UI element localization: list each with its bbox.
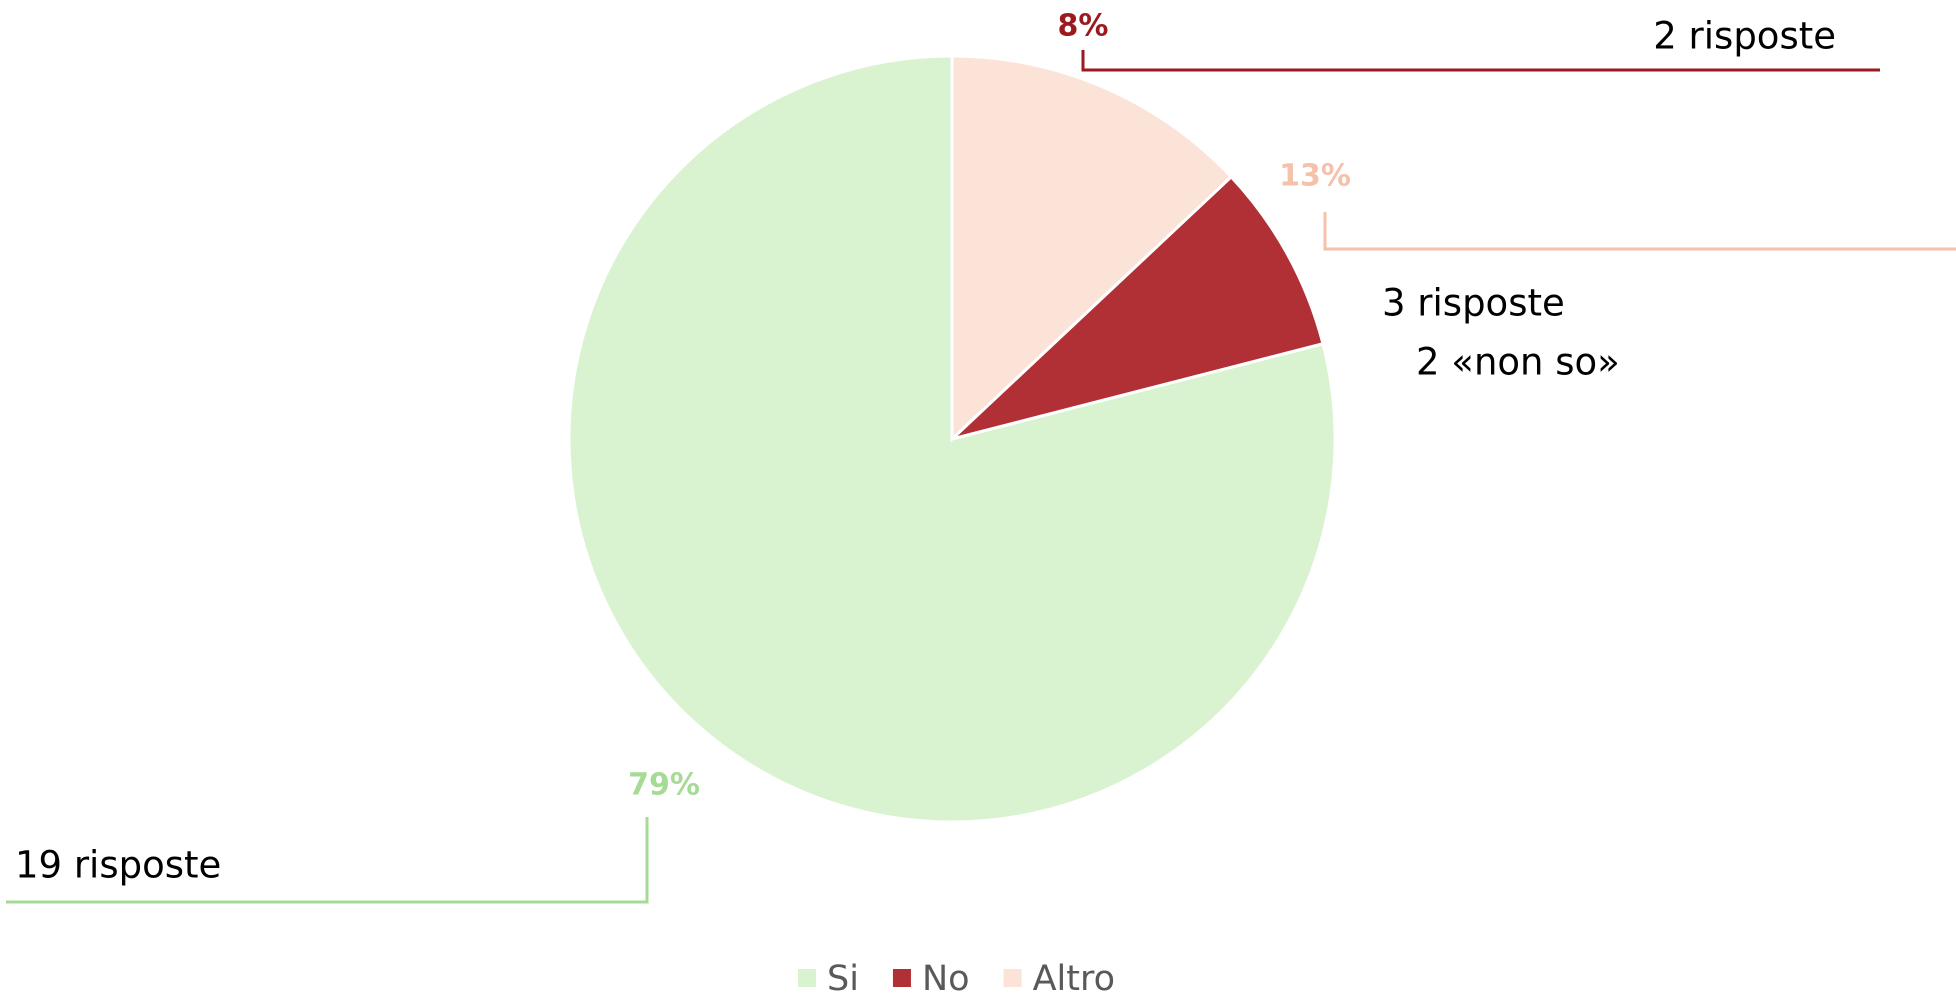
annotation: 2 «non so»	[1416, 341, 1620, 384]
data-label: 79%	[628, 768, 700, 803]
legend-swatch	[1003, 969, 1022, 987]
pie-slice	[950, 54, 1234, 443]
annotation: 19 risposte	[15, 844, 221, 887]
annotation: 2 risposte	[1653, 15, 1836, 58]
legend-swatch	[798, 969, 816, 987]
legend-label: Altro	[1033, 959, 1115, 996]
leader-line	[1081, 50, 1880, 72]
annotation: 3 risposte	[1382, 282, 1565, 325]
legend-label: No	[922, 959, 970, 996]
legend-label: Si	[827, 959, 859, 996]
pie-slice	[950, 174, 1325, 441]
data-label: 13%	[1279, 159, 1351, 194]
data-label: 8%	[1058, 9, 1109, 44]
leader-line	[1323, 212, 1956, 251]
leader-line	[6, 817, 649, 904]
legend-swatch	[892, 969, 911, 987]
